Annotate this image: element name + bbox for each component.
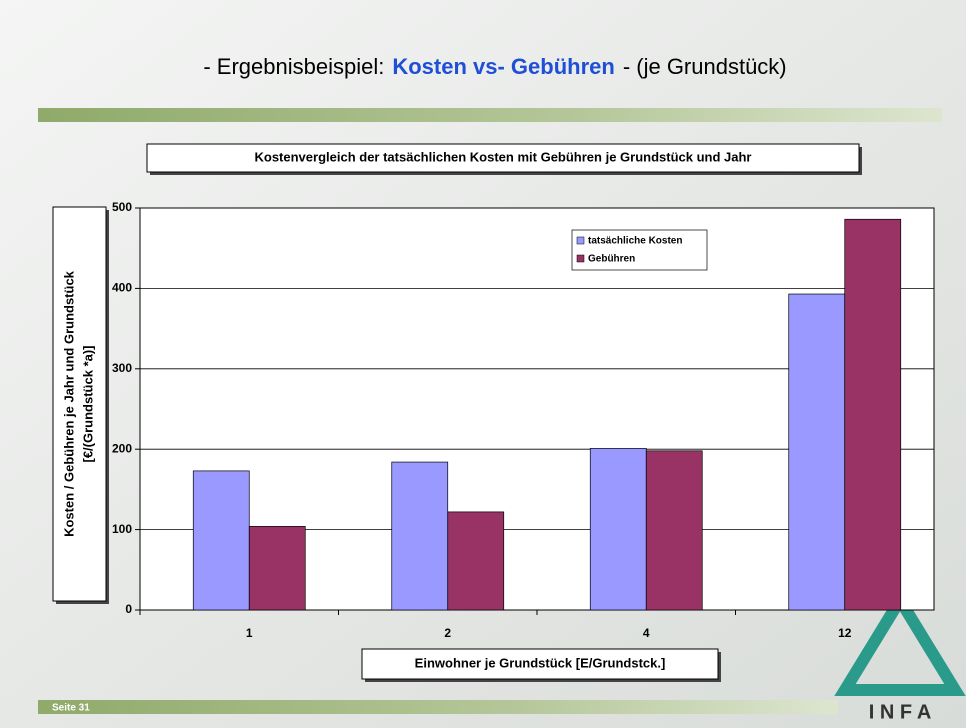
y-tick-label: 0 bbox=[125, 602, 132, 616]
x-tick-label: 2 bbox=[444, 626, 451, 640]
bar bbox=[645, 450, 703, 611]
logo-text: I N F A bbox=[869, 701, 932, 723]
x-axis-label: Einwohner je Grundstück [E/Grundstck.] bbox=[415, 655, 666, 670]
bar bbox=[192, 470, 250, 611]
header-bar bbox=[38, 108, 942, 122]
slide-title: - Ergebnisbeispiel: Kosten vs- Gebühren - … bbox=[203, 54, 786, 79]
title-highlight: Kosten vs- Gebühren bbox=[392, 54, 614, 79]
y-tick-label: 100 bbox=[112, 522, 132, 536]
bar bbox=[589, 448, 647, 611]
y-tick-label: 300 bbox=[112, 361, 132, 375]
bar bbox=[391, 461, 449, 611]
bar bbox=[844, 218, 902, 611]
title-suffix: - (je Grundstück) bbox=[623, 54, 787, 79]
legend-label: Gebühren bbox=[588, 254, 635, 265]
legend bbox=[571, 229, 708, 271]
x-tick-label: 4 bbox=[643, 626, 650, 640]
chart-title: Kostenvergleich der tatsächlichen Kosten… bbox=[255, 149, 752, 164]
footer: Seite 31 bbox=[52, 703, 90, 714]
x-tick-label: 12 bbox=[838, 626, 852, 640]
logo-mark bbox=[834, 588, 966, 696]
title-prefix: - Ergebnisbeispiel: bbox=[203, 54, 384, 79]
legend-swatch bbox=[576, 254, 585, 263]
y-tick-label: 200 bbox=[112, 441, 132, 455]
xlabel-box bbox=[361, 648, 719, 680]
y-tick-label: 400 bbox=[112, 281, 132, 295]
y-axis-label: Kosten / Gebühren je Jahr und Grundstück bbox=[61, 270, 76, 537]
bar bbox=[788, 293, 846, 611]
x-tick-label: 1 bbox=[246, 626, 253, 640]
ylabel-box bbox=[52, 206, 107, 602]
y-axis-label: [€/(Grundstück *a)] bbox=[80, 345, 95, 462]
chart-title-box bbox=[146, 143, 860, 173]
bar bbox=[447, 511, 505, 611]
legend-swatch bbox=[576, 236, 585, 245]
bar bbox=[248, 526, 306, 611]
footer-bar bbox=[38, 700, 838, 714]
y-tick-label: 500 bbox=[112, 200, 132, 214]
legend-label: tatsächliche Kosten bbox=[588, 236, 682, 247]
